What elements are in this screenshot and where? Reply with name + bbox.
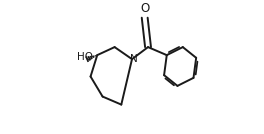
Text: O: O bbox=[140, 2, 149, 15]
Text: HO: HO bbox=[77, 52, 93, 62]
Text: N: N bbox=[130, 54, 138, 64]
